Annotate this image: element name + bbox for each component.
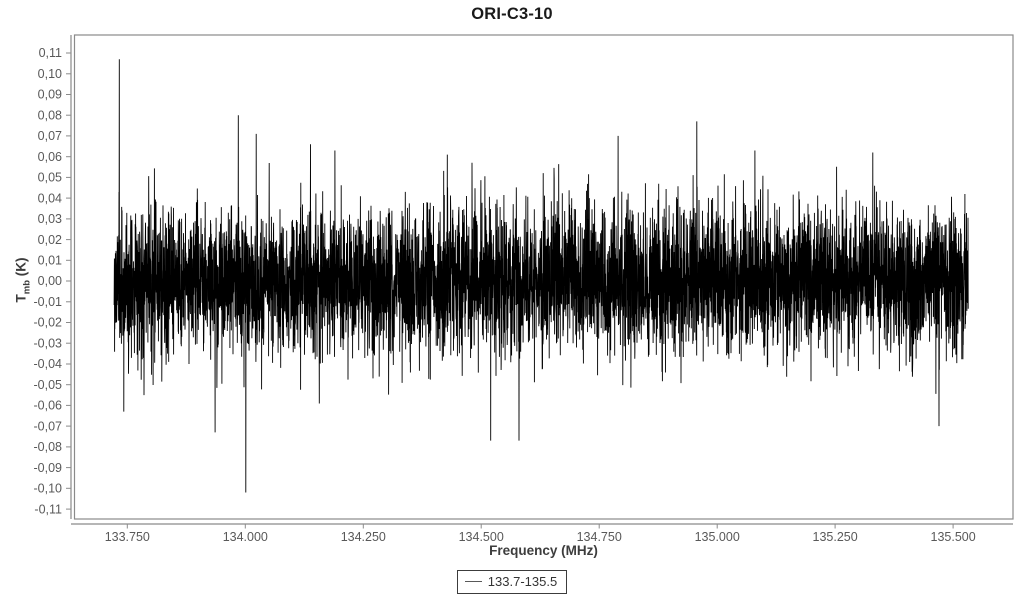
x-tick-label: 133.750 <box>105 530 150 544</box>
y-axis-label: Tmb (K) <box>14 258 33 303</box>
y-tick-label: -0,01 <box>34 295 63 309</box>
y-tick-label: 0,07 <box>38 129 62 143</box>
y-tick-label: -0,04 <box>34 357 63 371</box>
y-tick-label: 0,00 <box>38 274 62 288</box>
y-tick-label: -0,07 <box>34 419 63 433</box>
y-tick-label: 0,03 <box>38 212 62 226</box>
x-tick-label: 134.500 <box>459 530 504 544</box>
legend-item[interactable]: 133.7-135.5 <box>456 570 568 594</box>
x-tick-label: 134.000 <box>223 530 268 544</box>
chart-title: ORI-C3-10 <box>471 5 553 23</box>
y-tick-label: 0,05 <box>38 171 62 185</box>
y-tick-label: 0,02 <box>38 233 62 247</box>
y-tick-label: -0,09 <box>34 461 63 475</box>
y-axis-ticks: 0,11 0,10 0,09 0,08 0,07 0,06 0,05 0,04 0,03 0,02… <box>34 46 71 516</box>
legend-line-sample <box>464 581 482 582</box>
x-tick-label: 135.500 <box>931 530 976 544</box>
y-tick-label: -0,05 <box>34 378 63 392</box>
x-tick-label: 134.750 <box>577 530 622 544</box>
y-tick-label: 0,01 <box>38 254 62 268</box>
x-tick-label: 135.000 <box>695 530 740 544</box>
x-tick-label: 134.250 <box>341 530 386 544</box>
x-tick-label: 135.250 <box>813 530 858 544</box>
y-tick-label: -0,06 <box>34 399 63 413</box>
x-axis-label: Frequency (MHz) <box>489 543 598 558</box>
y-axis-label-subscript: mb <box>21 280 33 295</box>
y-tick-label: 0,09 <box>38 88 62 102</box>
y-tick-label: 0,06 <box>38 150 62 164</box>
y-tick-label: -0,03 <box>34 336 63 350</box>
y-tick-label: -0,10 <box>34 482 63 496</box>
series-line <box>113 59 969 493</box>
y-tick-label: -0,08 <box>34 440 63 454</box>
y-axis-label-unit: (K) <box>13 257 29 280</box>
y-tick-label: 0,11 <box>39 46 62 60</box>
y-tick-label: 0,04 <box>38 191 62 205</box>
x-axis-ticks: 133.750 134.000 134.250 134.500 134.750 135.0… <box>105 524 976 544</box>
y-axis-label-symbol: T <box>13 294 29 303</box>
y-tick-label: -0,11 <box>34 502 62 516</box>
y-tick-label: -0,02 <box>34 316 63 330</box>
legend-label: 133.7-135.5 <box>487 574 558 589</box>
y-tick-label: 0,08 <box>38 108 62 122</box>
y-tick-label: 0,10 <box>38 67 62 81</box>
plot-frame <box>73 34 1014 520</box>
legend: 133.7-135.5 <box>0 570 1024 594</box>
